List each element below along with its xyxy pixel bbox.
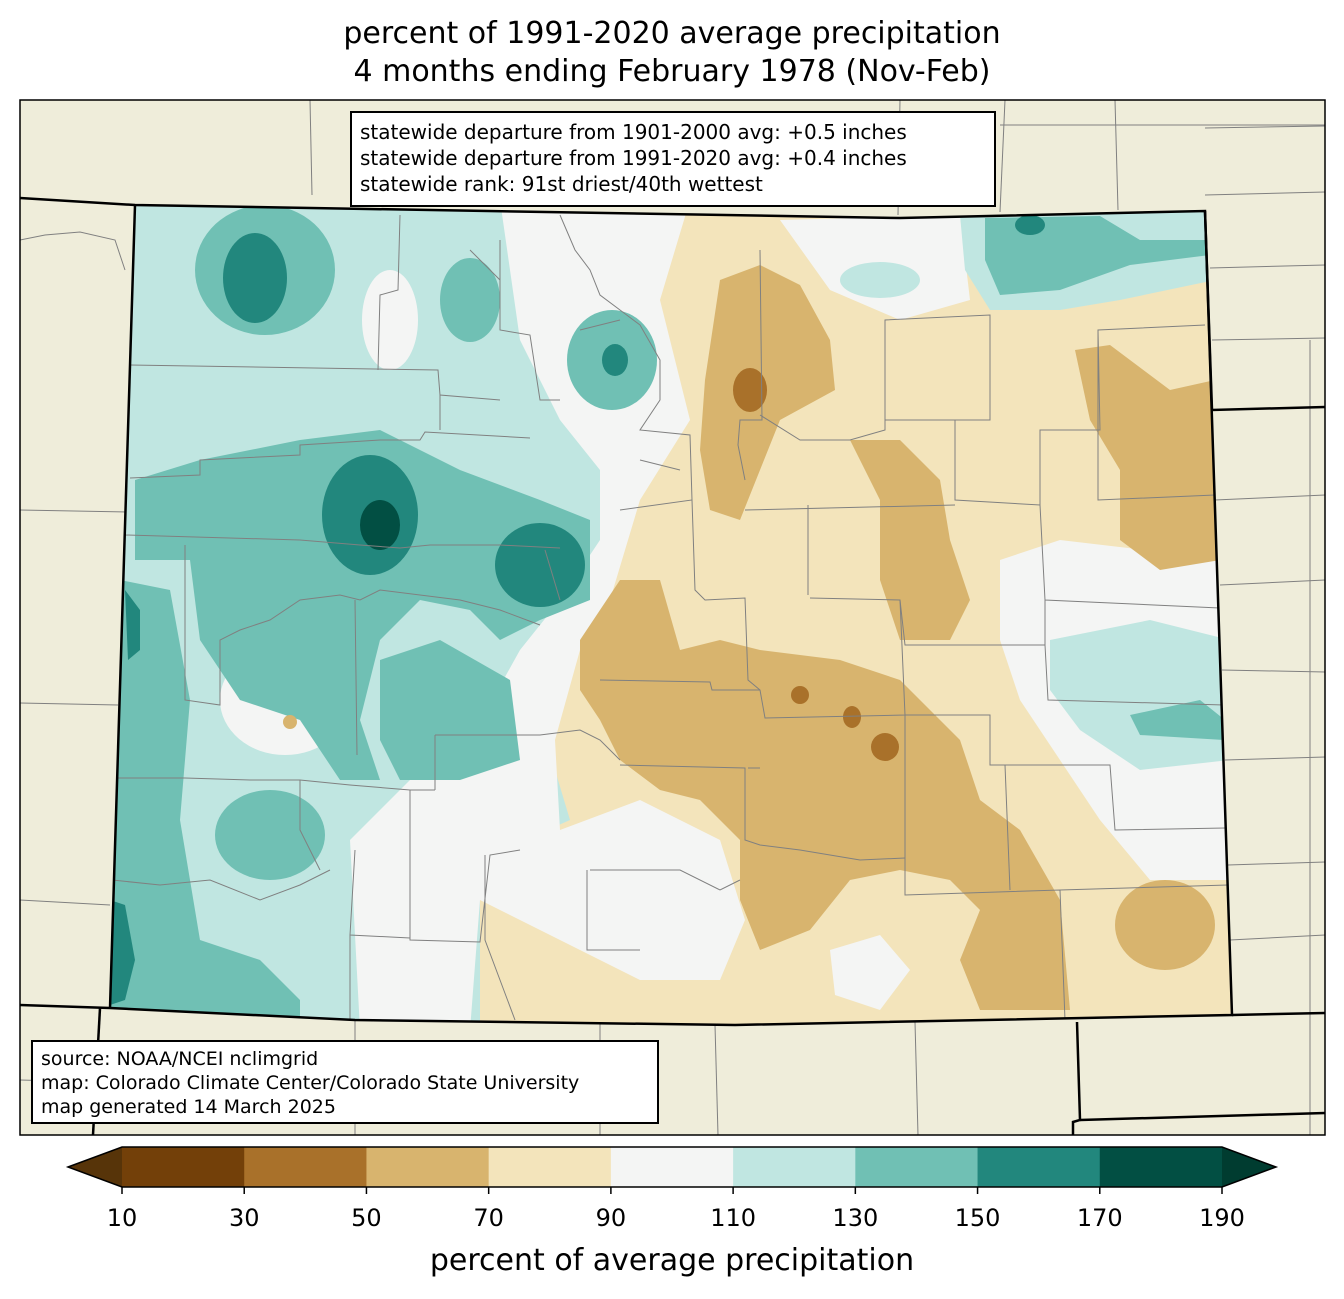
colorbar-over-arrow xyxy=(1222,1147,1276,1187)
map-frame xyxy=(19,99,1326,1136)
colorbar-segment xyxy=(244,1147,367,1187)
generated-date-line: map generated 14 March 2025 xyxy=(41,1096,336,1118)
colorbar-segment xyxy=(610,1147,734,1187)
state-borders xyxy=(20,196,1325,1135)
colorbar xyxy=(65,1146,1279,1194)
stats-departure-1991-2020: statewide departure from 1991-2020 avg: … xyxy=(360,146,907,170)
colorbar-segment xyxy=(855,1147,979,1187)
colorbar-segment xyxy=(733,1147,856,1187)
colorbar-segment xyxy=(122,1147,245,1187)
colorbar-tick-label: 130 xyxy=(832,1204,879,1232)
map-title-line1: percent of 1991-2020 average precipitati… xyxy=(343,16,1001,51)
colorbar-tick-label: 90 xyxy=(595,1204,627,1232)
colorbar-tick-label: 110 xyxy=(710,1204,757,1232)
colorbar-tick-label: 190 xyxy=(1199,1204,1245,1232)
source-line: source: NOAA/NCEI nclimgrid xyxy=(41,1048,319,1070)
county-lines xyxy=(111,214,1231,1021)
source-box: source: NOAA/NCEI nclimgrid map: Colorad… xyxy=(31,1040,659,1124)
map-credit-line: map: Colorado Climate Center/Colorado St… xyxy=(41,1072,580,1094)
colorbar-label: percent of average precipitation xyxy=(429,1243,915,1278)
precipitation-field xyxy=(110,205,1232,1025)
stats-rank: statewide rank: 91st driest/40th wettest xyxy=(360,172,763,196)
colorbar-tick-label: 70 xyxy=(473,1204,504,1232)
statewide-stats-box: statewide departure from 1901-2000 avg: … xyxy=(350,111,996,207)
colorbar-tick-label: 50 xyxy=(351,1204,382,1232)
colorbar-tick-label: 170 xyxy=(1076,1204,1123,1232)
stats-departure-1901-2000: statewide departure from 1901-2000 avg: … xyxy=(360,120,907,144)
colorbar-under-arrow xyxy=(68,1147,122,1187)
colorbar-segment xyxy=(366,1147,490,1187)
colorbar-tick-label: 150 xyxy=(954,1204,1001,1232)
colorbar-segment xyxy=(977,1147,1101,1187)
colorbar-segment xyxy=(488,1147,612,1187)
map-title-line2: 4 months ending February 1978 (Nov-Feb) xyxy=(353,54,991,89)
colorbar-segment xyxy=(1099,1147,1223,1187)
colorbar-tick-label: 10 xyxy=(106,1204,138,1232)
colorbar-tick-label: 30 xyxy=(228,1204,260,1232)
